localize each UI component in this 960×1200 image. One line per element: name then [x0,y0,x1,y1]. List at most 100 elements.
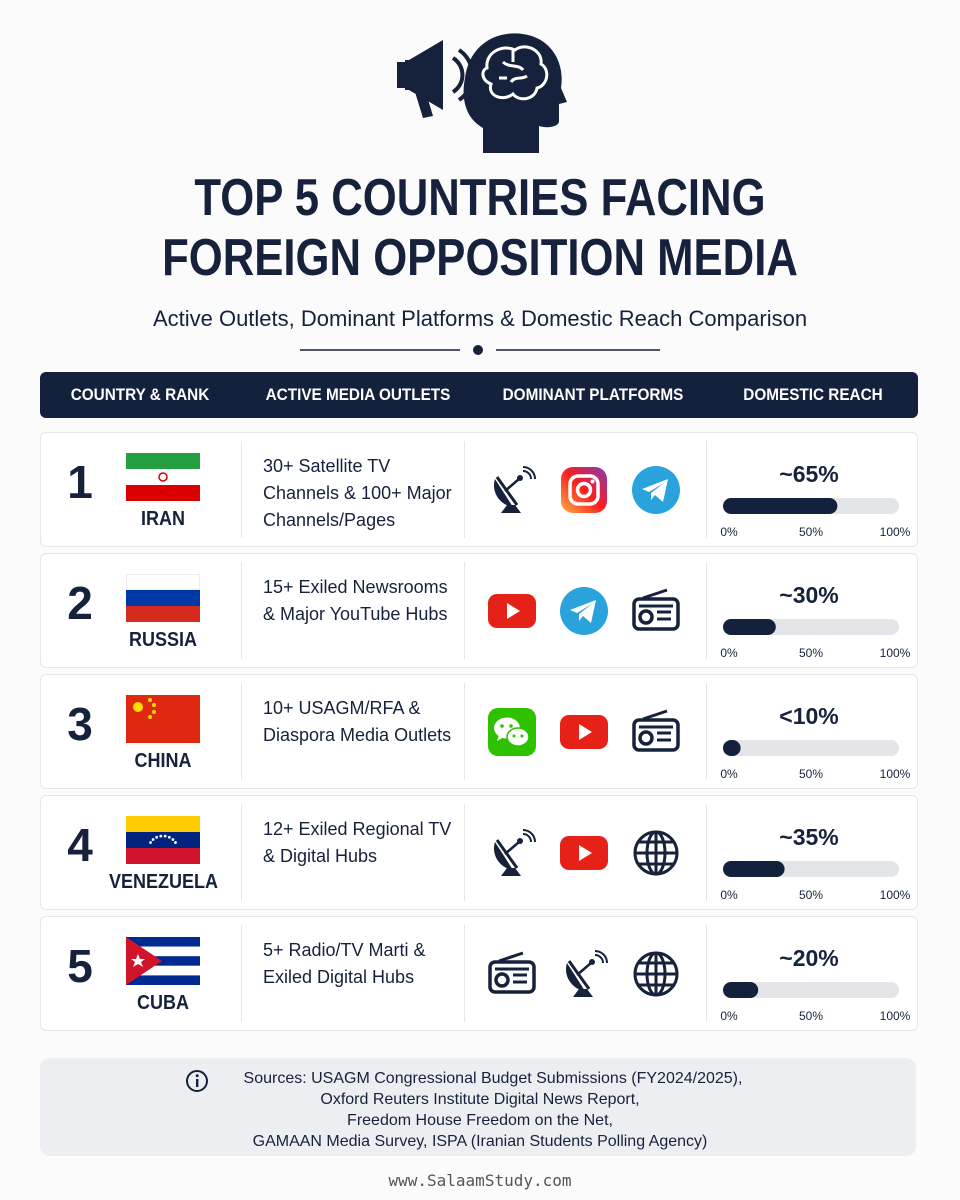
column-header: ACTIVE MEDIA OUTLETS [265,385,451,404]
reach-track [723,740,899,756]
source-line: GAMAAN Media Survey, ISPA (Iranian Stude… [252,1133,708,1150]
country-name: VENEZUELA [109,871,219,893]
flag-stripe [126,965,200,976]
reach-tick: 100% [879,767,911,781]
column-divider [241,441,242,538]
flag [126,453,200,501]
reach-label: ~30% [779,582,839,608]
column-divider [464,925,465,1022]
header-icon [397,33,567,153]
flag-stripe [126,937,200,947]
flag-star [163,834,167,838]
title-line: FOREIGN OPPOSITION MEDIA [162,229,798,287]
reach-label: <10% [779,703,839,729]
reach-tick: 50% [798,767,824,781]
flag-star [131,954,145,967]
column-divider [464,441,465,538]
column-divider [464,804,465,901]
reach-tick: 0% [720,767,738,781]
reach-tick: 0% [720,646,738,660]
flag-star [152,710,156,714]
column-divider [706,804,707,901]
flag [126,695,200,743]
flag-stripe [126,590,200,606]
subtitle: Active Outlets, Dominant Platforms & Dom… [152,306,808,331]
reach-tick: 0% [720,888,738,902]
flag-stripe [126,453,200,469]
reach-bar [723,861,899,877]
flag-star [159,834,163,838]
flag-stripe [126,574,200,591]
reach-fill [723,861,785,877]
row-card: 3 CHINA 10+ USAGM/RFA & Diaspora Media Out… [40,674,918,789]
flag-star [155,835,159,839]
flag-star [148,715,152,719]
country-name: RUSSIA [128,629,198,651]
source-line: Freedom House Freedom on the Net, [347,1112,613,1129]
reach-tick: 50% [798,888,824,902]
column-divider [241,804,242,901]
column-divider [241,683,242,780]
reach-tick: 100% [879,888,911,902]
row-card: 5 CUBA 5+ Radio/TV Marti & Exiled Digital … [40,916,918,1031]
reach-label: ~20% [779,945,839,971]
flag-star [171,838,175,841]
column-divider [241,562,242,659]
rank: 1 [67,456,93,508]
flag-emblem [158,472,168,482]
source-line: Oxford Reuters Institute Digital News Re… [320,1091,640,1108]
flag-star [133,702,143,712]
flag-stripe [126,946,200,957]
column-header: DOMESTIC REACH [743,385,883,404]
reach-label: ~35% [779,824,839,850]
row-card: 4 VENEZUELA 12+ Exiled Regional TV & Digit… [40,795,918,910]
column-header: DOMINANT PLATFORMS [502,385,684,404]
rank: 4 [67,819,93,871]
flag-star [151,838,155,841]
reach-fill [723,619,776,635]
reach-tick: 50% [798,525,824,539]
title-line: TOP 5 COUNTRIES FACING [194,169,766,227]
footer: www.SalaamStudy.com [388,1171,572,1190]
flag-star [167,835,171,839]
reach-tick: 0% [720,1009,738,1023]
column-divider [464,683,465,780]
flag-stripe [126,485,200,501]
reach-fill [723,740,741,756]
reach-tick: 0% [720,525,738,539]
flag-stripe [126,832,200,848]
flag [126,816,200,864]
reach-label: ~65% [779,461,839,487]
outlets-text: 30+ Satellite TV Channels & 100+ Major C… [263,456,452,530]
column-divider [706,925,707,1022]
reach-bar [723,740,899,756]
flag-stripe [126,469,200,485]
outlets-text: 15+ Exiled Newsrooms & Major YouTube Hub… [263,577,448,624]
flag-stripe [126,956,200,966]
column-divider [706,441,707,538]
flag-star [149,841,152,844]
flag-star [152,703,156,707]
reach-tick: 100% [879,525,911,539]
divider [300,345,660,355]
column-divider [706,562,707,659]
flag-stripe [126,606,200,622]
column-divider [706,683,707,780]
info-icon [186,1070,208,1092]
flag-stripe [126,975,200,985]
reach-tick: 100% [879,1009,911,1023]
source-line: Sources: USAGM Congressional Budget Subm… [243,1070,743,1087]
reach-bar [723,982,899,998]
column-header: COUNTRY & RANK [70,385,210,404]
rank: 2 [67,577,93,629]
table-header [40,372,918,418]
flag-star [148,698,152,702]
reach-tick: 50% [798,1009,824,1023]
flag-stripe [126,848,200,864]
reach-fill [723,498,838,514]
reach-bar [723,498,899,514]
column-divider [464,562,465,659]
reach-track [723,982,899,998]
flag [126,574,200,622]
